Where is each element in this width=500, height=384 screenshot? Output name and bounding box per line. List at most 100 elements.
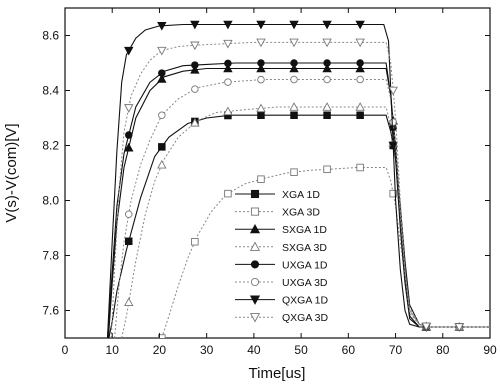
data-point [190, 117, 200, 127]
data-point [124, 297, 134, 306]
data-point [223, 20, 233, 30]
data-point [322, 102, 332, 111]
series-line [106, 23, 490, 338]
data-point [256, 38, 266, 48]
data-point [289, 63, 299, 73]
data-point [157, 46, 167, 56]
data-point [257, 75, 265, 84]
x-tick-label: 90 [483, 343, 497, 357]
data-point [356, 163, 364, 172]
legend-marker [249, 241, 261, 251]
x-tick-label: 20 [153, 343, 167, 357]
legend: XGA 1D XGA 3D SXGA 1D SXGA 3D UXGA 1D UXGA 3D… [235, 189, 329, 324]
y-axis-title: V(s)-V(com)[V] [3, 123, 20, 222]
y-tick-label: 8.4 [42, 84, 59, 98]
data-point [256, 20, 266, 30]
data-point [124, 237, 133, 246]
data-point [157, 21, 167, 31]
data-point [322, 38, 332, 48]
legend-marker [250, 189, 260, 199]
y-tick-label: 8.2 [42, 139, 59, 153]
y-tick-label: 8.0 [42, 194, 59, 208]
data-point [124, 210, 133, 218]
data-point [191, 237, 199, 246]
data-point [389, 189, 397, 198]
legend-marker [249, 223, 261, 234]
data-point [257, 175, 265, 183]
axes: 0 10 20 30 40 50 60 70 80 90 7.6 7.8 8.0 8.2 8.4 8.6 [42, 8, 497, 357]
data-point [224, 189, 232, 198]
data-point [323, 75, 331, 84]
data-point [124, 104, 134, 113]
x-tick-label: 40 [247, 343, 261, 357]
data-point [388, 141, 398, 151]
data-point [323, 111, 331, 119]
data-point [157, 159, 167, 169]
data-point [356, 111, 364, 119]
data-point [322, 63, 332, 73]
legend-label: UXGA 3D [282, 277, 328, 289]
data-point [290, 111, 298, 119]
data-point [191, 61, 199, 69]
data-point [190, 41, 200, 51]
data-point [323, 165, 331, 174]
data-point [322, 20, 332, 30]
data-point [289, 38, 299, 48]
x-axis-title: Time[us] [249, 365, 306, 382]
legend-label: QXGA 1D [282, 295, 329, 307]
y-tick-label: 7.6 [42, 304, 59, 318]
data-point [223, 106, 233, 116]
data-point [289, 102, 299, 111]
data-point [124, 142, 134, 152]
data-point [158, 143, 166, 151]
y-tick-label: 8.6 [42, 29, 59, 43]
legend-marker [249, 313, 261, 323]
data-point [223, 39, 233, 49]
legend-label: SXGA 1D [282, 224, 327, 236]
data-point [389, 118, 397, 126]
legend-marker [250, 277, 260, 287]
data-point [257, 111, 265, 119]
y-tick-label: 7.8 [42, 249, 59, 263]
x-tick-label: 70 [389, 343, 403, 357]
data-point [191, 85, 199, 93]
data-point [256, 63, 266, 73]
data-point [289, 20, 299, 30]
legend-label: XGA 3D [282, 207, 320, 219]
data-point [158, 334, 166, 338]
data-point [158, 69, 166, 77]
data-point [190, 64, 200, 74]
legend-label: XGA 1D [282, 189, 320, 201]
plot-frame [64, 7, 491, 339]
legend-marker [249, 295, 261, 305]
data-point [157, 74, 167, 83]
legend-marker [250, 260, 260, 269]
x-tick-label: 50 [294, 343, 308, 357]
data-point [355, 63, 365, 73]
series-qxga-3d [110, 38, 490, 338]
data-point [223, 63, 233, 73]
series-line [114, 79, 490, 338]
plot-area [106, 20, 490, 338]
data-point [290, 59, 298, 67]
data-point [224, 59, 232, 68]
legend-label: UXGA 1D [282, 259, 328, 271]
x-tick-label: 10 [106, 343, 120, 357]
data-point [290, 75, 298, 84]
data-point [356, 59, 364, 67]
data-point [356, 75, 364, 84]
x-tick-label: 80 [436, 343, 450, 357]
data-point [224, 78, 232, 86]
x-tick-label: 60 [342, 343, 356, 357]
data-point [355, 38, 365, 48]
data-point [323, 59, 331, 67]
x-tick-label: 30 [200, 343, 214, 357]
legend-marker [250, 207, 260, 216]
legend-label: SXGA 3D [282, 242, 327, 254]
legend-label: QXGA 3D [282, 312, 329, 324]
data-point [355, 20, 365, 30]
data-point [290, 168, 298, 176]
x-tick-label: 0 [62, 343, 69, 357]
data-point [158, 111, 166, 119]
